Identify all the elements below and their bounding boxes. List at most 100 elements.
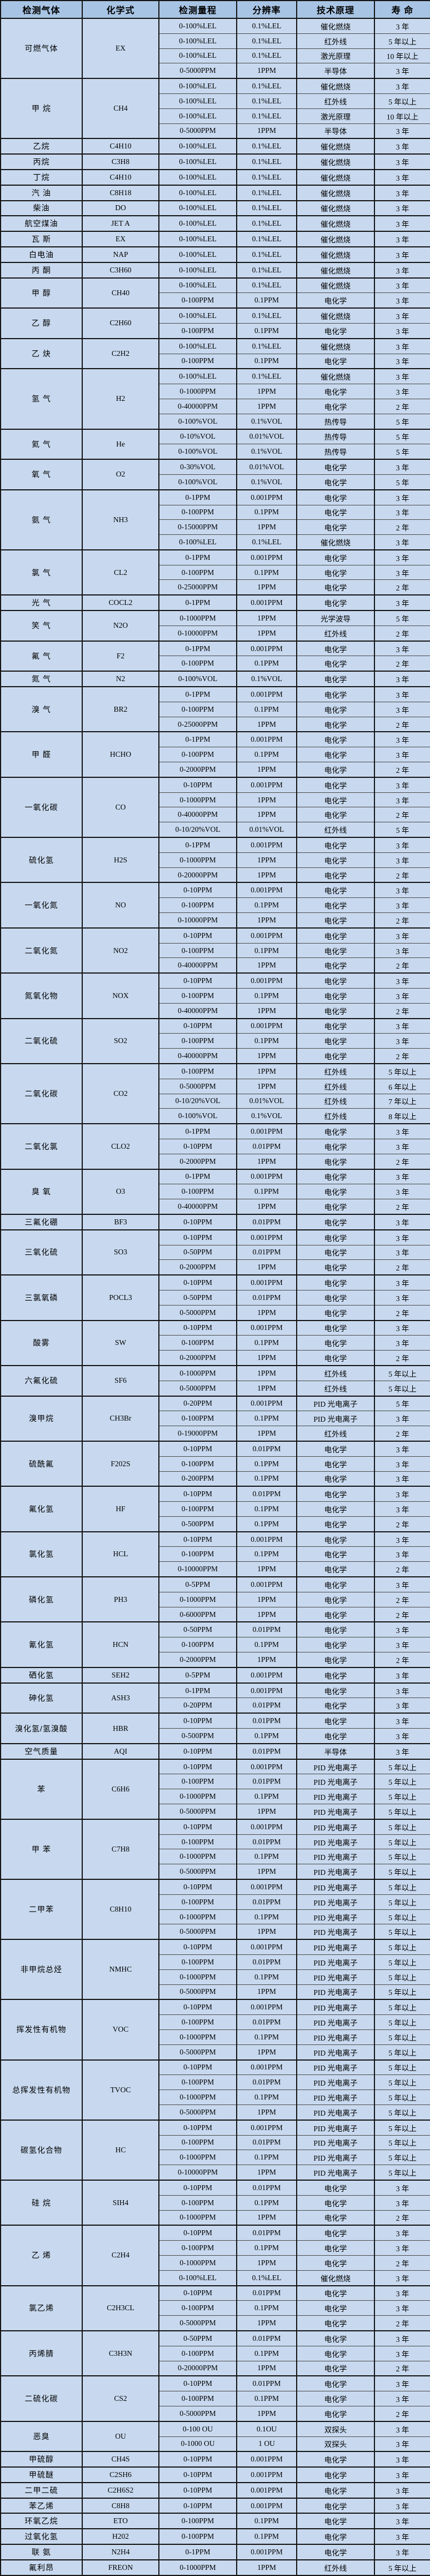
principle-cell: 红外线 (296, 2559, 375, 2575)
formula-cell: CS2 (82, 2375, 159, 2421)
range-cell: 0-1000PPM (158, 1789, 237, 1804)
resolution-cell: 0.1%LEL (236, 246, 297, 262)
table-row: 0-5000PPM 1PPM 电化学 2 年 (1, 1304, 430, 1321)
table-row: 可燃气体 EX 0-100%LEL 0.1%LEL 催化燃烧 3 年 (0, 17, 430, 79)
resolution-cell: 0.1%LEL (236, 261, 297, 278)
range-cell: 0-10PPM (158, 1818, 237, 1835)
gas-name-cell: 氯 气 (0, 549, 83, 595)
lifespan-cell: 3 年 (374, 2179, 430, 2196)
lifespan-cell: 3 年 (374, 231, 430, 247)
range-cell: 0-2000PPM (158, 1652, 237, 1667)
principle-cell: 电化学 (296, 2451, 375, 2468)
principle-cell: PID 光电离子 (296, 1774, 375, 1789)
range-cell: 0-100PPM (158, 2014, 237, 2030)
formula-cell: N2 (82, 671, 159, 687)
lifespan-cell: 3 年 (374, 1531, 430, 1547)
lifespan-cell: 3 年 (374, 2436, 430, 2452)
resolution-cell: 0.001PPM (236, 2451, 297, 2468)
lifespan-cell: 3 年 (374, 200, 430, 216)
table-row: 0-2000PPM 1PPM 电化学 2 年 (1, 762, 430, 777)
resolution-cell: 0.1%LEL (236, 78, 297, 94)
table-row: 丁烷 C4H10 0-100%LEL 0.1%LEL 催化燃烧 3 年 (0, 168, 430, 185)
range-cell: 0-100%LEL (158, 168, 237, 185)
table-row: 酸雾 SW 0-10PPM 0.001PPM 电化学 3 年 (0, 1319, 430, 1366)
range-cell: 0-20PPM (158, 1395, 237, 1411)
range-cell: 0-100PPM (158, 1637, 237, 1652)
table-row: 0-100PPM 0.1PPM 电化学 3 年 (1, 292, 430, 309)
table-row: 0-5000PPM 1PPM PID 光电离子 5 年以上 (1, 2104, 430, 2120)
formula-cell: H2 (82, 368, 159, 429)
resolution-cell: 1PPM (236, 625, 297, 641)
resolution-cell: 1PPM (236, 957, 297, 974)
lifespan-cell: 5 年以上 (374, 1864, 430, 1880)
table-row: 0-100PPM 0.01PPM PID 光电离子 5 年以上 (1, 1894, 430, 1910)
gas-name-cell: 氯乙烯 (0, 2285, 83, 2331)
lifespan-cell: 3 年 (374, 337, 430, 354)
range-cell: 0-1PPM (158, 640, 237, 656)
resolution-cell: 0.1PPM (236, 2150, 297, 2165)
gas-name-cell: 溴化氢/氢溴酸 (0, 1713, 83, 1744)
principle-cell: 电化学 (296, 807, 375, 822)
table-row: 0-10/20%VOL 0.01%VOL 红外线 7 年以上 (1, 1093, 430, 1109)
resolution-cell: 0.1PPM (236, 1411, 297, 1426)
range-cell: 0-10PPM (158, 2059, 237, 2075)
lifespan-cell: 3 年 (374, 1456, 430, 1471)
principle-cell: 电化学 (296, 1350, 375, 1366)
resolution-cell: 0.1PPM (236, 292, 297, 309)
lifespan-cell: 3 年 (374, 1501, 430, 1517)
gas-name-cell: 丙 酮 (0, 261, 83, 278)
table-row: 0-1000PPM 0.1PPM PID 光电离子 5 年以上 (1, 1849, 430, 1864)
gas-name-cell: 笑 气 (0, 610, 83, 641)
resolution-cell: 1PPM (236, 123, 297, 139)
principle-cell: 电化学 (296, 1335, 375, 1351)
principle-cell: 电化学 (296, 882, 375, 898)
lifespan-cell: 3 年 (374, 353, 430, 369)
lifespan-cell: 3 年 (374, 1621, 430, 1637)
range-cell: 0-10PPM (158, 1213, 237, 1230)
gas-name-cell: 非甲烷总烃 (0, 1939, 83, 2000)
principle-cell: PID 光电离子 (296, 1411, 375, 1426)
table-row: 二氧化碳 CO2 0-100PPM 1PPM 红外线 5 年以上 (0, 1063, 430, 1124)
range-cell: 0-1000PPM (158, 1849, 237, 1864)
principle-cell: 电化学 (296, 1516, 375, 1532)
range-cell: 0-10PPM (158, 1758, 237, 1774)
formula-cell: NO2 (82, 927, 159, 974)
lifespan-cell: 5 年以上 (374, 1804, 430, 1819)
principle-cell: 电化学 (296, 988, 375, 1004)
table-row: 氟 气 F2 0-1PPM 0.001PPM 电化学 3 年 (0, 640, 430, 672)
resolution-cell: 0.001PPM (236, 549, 297, 565)
gas-name-cell: 臭 氧 (0, 1168, 83, 1214)
range-cell: 0-10PPM (158, 927, 237, 944)
lifespan-cell: 3 年 (374, 2375, 430, 2391)
principle-cell: 催化燃烧 (296, 215, 375, 232)
table-row: 0-100PPM 0.1PPM 电化学 3 年 (1, 1546, 430, 1562)
table-row: 氮氧化物 NOX 0-10PPM 0.001PPM 电化学 3 年 (0, 972, 430, 1019)
lifespan-cell: 3 年 (374, 2544, 430, 2560)
table-row: 0-40000PPM 1PPM 电化学 2 年 (1, 1048, 430, 1064)
formula-cell: SO2 (82, 1018, 159, 1064)
range-cell: 0-10/20%VOL (158, 1093, 237, 1109)
range-cell: 0-100%LEL (158, 17, 237, 34)
lifespan-cell: 3 年 (374, 1184, 430, 1199)
gas-name-cell: 航空煤油 (0, 215, 83, 232)
lifespan-cell: 5 年以上 (374, 1364, 430, 1381)
principle-cell: 电化学 (296, 1018, 375, 1034)
range-cell: 0-100PPM (158, 292, 237, 309)
gas-name-cell: 氧 气 (0, 459, 83, 490)
lifespan-cell: 3 年 (374, 246, 430, 262)
lifespan-cell: 2 年 (374, 912, 430, 928)
range-cell: 0-100PPM (158, 1033, 237, 1049)
range-cell: 0-2000PPM (158, 1259, 237, 1275)
range-cell: 0-5000PPM (158, 2315, 237, 2331)
range-cell: 0-20PPM (158, 1698, 237, 1714)
table-row: 0-100PPM 0.1PPM 电化学 3 年 (1, 1184, 430, 1199)
lifespan-cell: 3 年 (374, 2466, 430, 2483)
lifespan-cell: 5 年以上 (374, 2150, 430, 2165)
principle-cell: 电化学 (296, 1138, 375, 1154)
lifespan-cell: 5 年以上 (374, 1380, 430, 1396)
principle-cell: 电化学 (296, 2330, 375, 2346)
formula-cell: CH4 (82, 78, 159, 139)
principle-cell: 电化学 (296, 1576, 375, 1592)
table-row: 0-100PPM 0.1PPM 电化学 3 年 (1, 2300, 430, 2316)
table-row: 0-100PPM 0.1PPM 电化学 3 年 (1, 897, 430, 913)
